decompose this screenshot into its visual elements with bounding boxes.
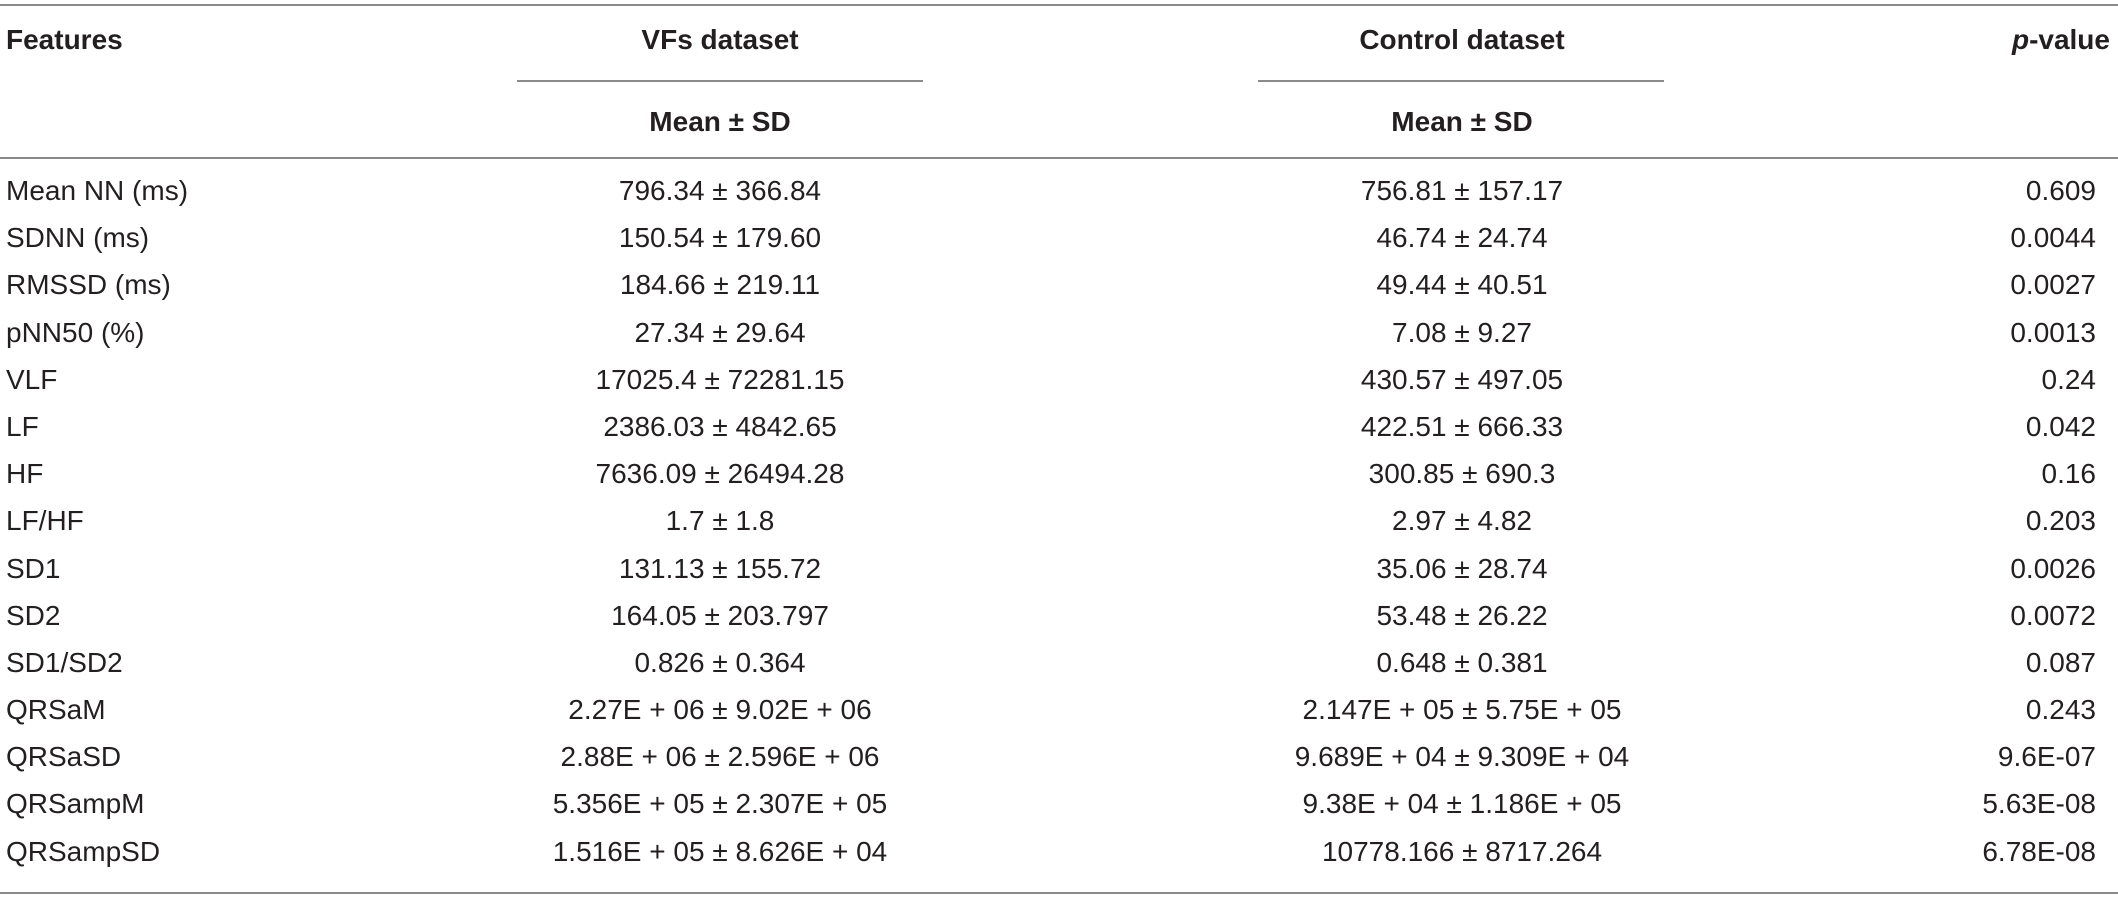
table-body: Mean NN (ms) 796.34 ± 366.84 756.81 ± 15…	[0, 168, 2118, 876]
feature-cell: QRSaM	[6, 694, 106, 726]
feature-cell: pNN50 (%)	[6, 316, 145, 348]
vfs-cell: 1.7 ± 1.8	[665, 505, 775, 537]
table-row: SD1/SD2 0.826 ± 0.364 0.648 ± 0.381 0.08…	[0, 640, 2118, 687]
control-cell: 10778.166 ± 8717.264	[1321, 835, 1603, 867]
p-value-cell: 0.203	[2025, 505, 2096, 537]
feature-cell: VLF	[6, 363, 58, 395]
p-value-cell: 5.63E-08	[1982, 788, 2096, 820]
feature-cell: Mean NN (ms)	[6, 175, 189, 206]
vfs-cell: 2386.03 ± 4842.65	[603, 410, 837, 442]
p-value-cell: 0.0013	[2010, 316, 2096, 348]
feature-cell: SD2	[6, 599, 61, 631]
table-row: QRSampM 5.356E + 05 ± 2.307E + 05 9.38E …	[0, 781, 2118, 828]
control-cell: 300.85 ± 690.3	[1368, 458, 1556, 490]
control-cell: 46.74 ± 24.74	[1376, 222, 1548, 254]
feature-cell: QRSampSD	[6, 835, 161, 867]
table-row: RMSSD (ms) 184.66 ± 219.11 49.44 ± 40.51…	[0, 262, 2118, 309]
vfs-cell: 1.516E + 05 ± 8.626E + 04	[552, 835, 888, 867]
control-header-underline	[1258, 80, 1664, 82]
vfs-header-underline	[517, 80, 923, 82]
header-control-mean-sd: Mean ± SD	[1391, 106, 1533, 137]
table-row: SD1 131.13 ± 155.72 35.06 ± 28.74 0.0026	[0, 546, 2118, 593]
vfs-cell: 27.34 ± 29.64	[634, 316, 806, 348]
table-row: VLF 17025.4 ± 72281.15 430.57 ± 497.05 0…	[0, 357, 2118, 404]
vfs-cell: 17025.4 ± 72281.15	[595, 363, 845, 395]
p-value-cell: 0.0026	[2010, 552, 2096, 584]
p-value-cell: 0.243	[2025, 694, 2096, 726]
control-cell: 7.08 ± 9.27	[1392, 316, 1532, 348]
table-row: Mean NN (ms) 796.34 ± 366.84 756.81 ± 15…	[0, 168, 2118, 215]
vfs-cell: 7636.09 ± 26494.28	[595, 458, 845, 490]
vfs-cell: 150.54 ± 179.60	[618, 222, 822, 254]
vfs-cell: 164.05 ± 203.797	[611, 599, 829, 631]
header-p-value: p-value	[2012, 24, 2110, 56]
control-cell: 49.44 ± 40.51	[1376, 269, 1548, 301]
header-vfs-mean-sd: Mean ± SD	[649, 106, 791, 137]
feature-cell: SDNN (ms)	[6, 222, 150, 254]
table-bottom-rule	[0, 892, 2118, 894]
vfs-cell: 5.356E + 05 ± 2.307E + 05	[552, 788, 888, 820]
p-value-cell: 0.0027	[2010, 269, 2096, 301]
vfs-cell: 184.66 ± 219.11	[619, 269, 821, 301]
table-row: LF/HF 1.7 ± 1.8 2.97 ± 4.82 0.203	[0, 498, 2118, 545]
control-cell: 422.51 ± 666.33	[1360, 410, 1564, 442]
feature-cell: RMSSD (ms)	[6, 269, 171, 301]
header-p-rest: -value	[2029, 24, 2110, 55]
feature-cell: SD1	[6, 552, 61, 584]
control-cell: 430.57 ± 497.05	[1360, 363, 1564, 395]
table-row: QRSaSD 2.88E + 06 ± 2.596E + 06 9.689E +…	[0, 734, 2118, 781]
p-value-cell: 0.087	[2025, 646, 2096, 678]
control-cell: 9.38E + 04 ± 1.186E + 05	[1302, 788, 1622, 820]
header-vfs-dataset: VFs dataset	[641, 24, 799, 55]
vfs-cell: 796.34 ± 366.84	[618, 175, 822, 206]
table-top-rule	[0, 4, 2118, 6]
feature-cell: LF	[6, 410, 39, 442]
header-control-dataset: Control dataset	[1359, 24, 1565, 55]
p-value-cell: 0.609	[2025, 175, 2096, 206]
p-value-cell: 6.78E-08	[1982, 835, 2096, 867]
control-cell: 0.648 ± 0.381	[1376, 646, 1548, 678]
table-row: pNN50 (%) 27.34 ± 29.64 7.08 ± 9.27 0.00…	[0, 310, 2118, 357]
table-row: HF 7636.09 ± 26494.28 300.85 ± 690.3 0.1…	[0, 451, 2118, 498]
table-row: LF 2386.03 ± 4842.65 422.51 ± 666.33 0.0…	[0, 404, 2118, 451]
vfs-cell: 2.27E + 06 ± 9.02E + 06	[568, 694, 872, 726]
p-value-cell: 0.0044	[2010, 222, 2096, 254]
p-value-cell: 0.0072	[2010, 599, 2096, 631]
vfs-cell: 0.826 ± 0.364	[634, 646, 806, 678]
control-cell: 53.48 ± 26.22	[1376, 599, 1548, 631]
p-value-cell: 9.6E-07	[1997, 741, 2096, 773]
table-row: SDNN (ms) 150.54 ± 179.60 46.74 ± 24.74 …	[0, 215, 2118, 262]
feature-cell: LF/HF	[6, 505, 84, 537]
p-value-cell: 0.16	[2041, 458, 2097, 490]
control-cell: 756.81 ± 157.17	[1360, 175, 1564, 206]
control-cell: 2.97 ± 4.82	[1392, 505, 1532, 537]
table-row: SD2 164.05 ± 203.797 53.48 ± 26.22 0.007…	[0, 593, 2118, 640]
feature-cell: HF	[6, 458, 44, 490]
vfs-cell: 2.88E + 06 ± 2.596E + 06	[560, 741, 880, 773]
header-bottom-rule	[0, 157, 2118, 159]
control-cell: 9.689E + 04 ± 9.309E + 04	[1294, 741, 1630, 773]
control-cell: 2.147E + 05 ± 5.75E + 05	[1302, 694, 1622, 726]
p-value-cell: 0.042	[2025, 410, 2096, 442]
feature-cell: QRSampM	[6, 788, 145, 820]
header-p-italic: p	[2011, 24, 2030, 55]
vfs-cell: 131.13 ± 155.72	[618, 552, 822, 584]
feature-cell: SD1/SD2	[6, 646, 123, 678]
control-cell: 35.06 ± 28.74	[1376, 552, 1548, 584]
table-row: QRSampSD 1.516E + 05 ± 8.626E + 04 10778…	[0, 829, 2118, 876]
header-features: Features	[6, 24, 123, 55]
p-value-cell: 0.24	[2041, 363, 2097, 395]
table-row: QRSaM 2.27E + 06 ± 9.02E + 06 2.147E + 0…	[0, 687, 2118, 734]
feature-cell: QRSaSD	[6, 741, 122, 773]
